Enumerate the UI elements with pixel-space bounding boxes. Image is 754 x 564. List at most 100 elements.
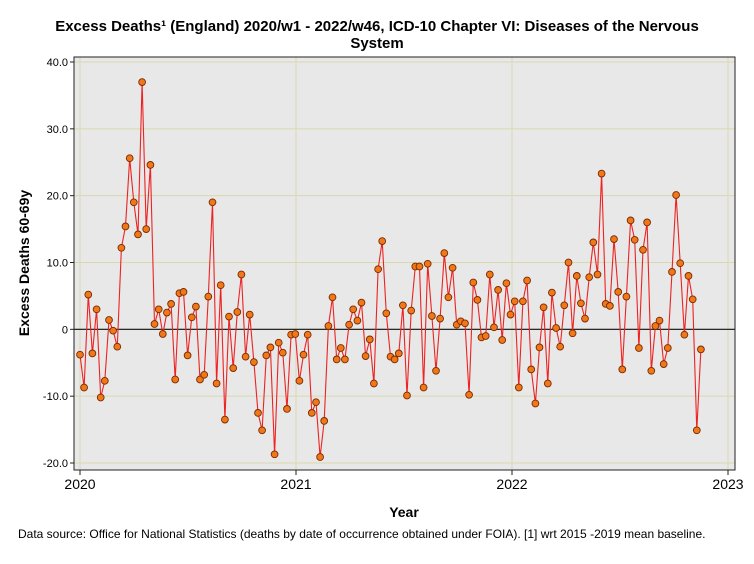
data-point [589, 238, 598, 247]
data-point [635, 344, 643, 352]
data-point [498, 336, 507, 344]
data-point [328, 293, 337, 302]
data-point [403, 391, 411, 400]
x-tick-label: 2022 [496, 476, 527, 492]
data-point [630, 235, 639, 244]
x-axis-label: Year [389, 504, 419, 520]
data-point [283, 405, 291, 413]
data-point [684, 272, 693, 280]
data-point [490, 323, 498, 332]
data-point [163, 308, 171, 317]
data-point [597, 169, 606, 178]
data-point [278, 348, 287, 357]
data-point [361, 352, 370, 360]
data-point [581, 314, 589, 323]
data-point [626, 216, 635, 225]
data-point [514, 383, 523, 392]
data-point [552, 324, 560, 332]
data-point [461, 319, 469, 328]
data-point [614, 288, 623, 296]
data-point [394, 349, 403, 358]
data-point [481, 332, 490, 340]
data-point [469, 278, 478, 287]
data-point [208, 198, 217, 207]
data-point [92, 305, 101, 314]
y-tick-label: -20.0 [43, 458, 68, 470]
data-point [100, 376, 109, 385]
data-point [659, 360, 668, 368]
data-point [158, 330, 167, 338]
data-point [585, 273, 594, 282]
data-point [676, 259, 685, 268]
data-point [171, 375, 180, 384]
data-point [270, 450, 279, 459]
data-point [353, 316, 362, 325]
data-point [254, 409, 262, 417]
data-point [88, 349, 97, 358]
data-point [312, 398, 320, 407]
data-point [519, 297, 527, 306]
data-point [349, 305, 358, 314]
data-point [138, 78, 146, 86]
data-point [651, 322, 660, 330]
data-point [365, 335, 374, 344]
data-point [527, 365, 536, 374]
data-point [428, 312, 436, 320]
plot-area [74, 57, 735, 470]
data-point [241, 352, 250, 361]
data-point [485, 270, 494, 279]
data-point [374, 265, 382, 274]
data-point [258, 426, 266, 435]
data-point [543, 379, 552, 388]
data-point [539, 303, 548, 312]
data-point [121, 222, 130, 231]
data-point [113, 342, 122, 351]
data-point [336, 344, 345, 352]
data-point [84, 290, 93, 299]
y-tick-label: 40.0 [47, 57, 68, 69]
data-point [154, 305, 163, 314]
y-tick-label: 10.0 [47, 258, 68, 270]
data-point [245, 310, 254, 319]
data-point [167, 300, 175, 308]
data-point [688, 295, 697, 304]
data-point [647, 366, 656, 375]
data-point [423, 259, 432, 268]
data-point [80, 383, 88, 392]
data-point [415, 262, 424, 271]
data-point [212, 379, 221, 388]
data-point [183, 351, 192, 360]
data-point [672, 191, 680, 199]
data-point [316, 453, 324, 461]
data-point [577, 299, 585, 308]
data-point [142, 225, 151, 233]
data-point [96, 393, 105, 402]
x-tick-label: 2020 [64, 476, 95, 492]
y-tick-label: 20.0 [47, 191, 68, 203]
data-point [436, 314, 444, 323]
data-point [187, 313, 196, 322]
data-point [378, 237, 387, 245]
data-point [204, 292, 213, 301]
data-point [593, 270, 602, 279]
y-tick-label: 30.0 [47, 124, 68, 136]
chart-title-line2: System [350, 35, 403, 52]
data-point [179, 288, 188, 296]
data-point [134, 230, 142, 239]
data-point [560, 301, 569, 310]
axis-ticks: -20.0 -10.0 0 10.0 20.0 30.0 40.0 2020 2021 2022 2… [43, 57, 744, 492]
data-point [643, 218, 651, 227]
data-point [274, 338, 283, 347]
data-point [357, 298, 366, 307]
data-point [697, 345, 705, 354]
data-point [109, 326, 117, 335]
data-point [382, 309, 391, 318]
data-point [390, 355, 399, 364]
y-tick-label: -10.0 [43, 391, 68, 403]
data-point [440, 249, 449, 257]
data-point [266, 343, 275, 352]
data-point [370, 379, 378, 388]
data-point [680, 330, 689, 339]
data-point [639, 245, 647, 254]
